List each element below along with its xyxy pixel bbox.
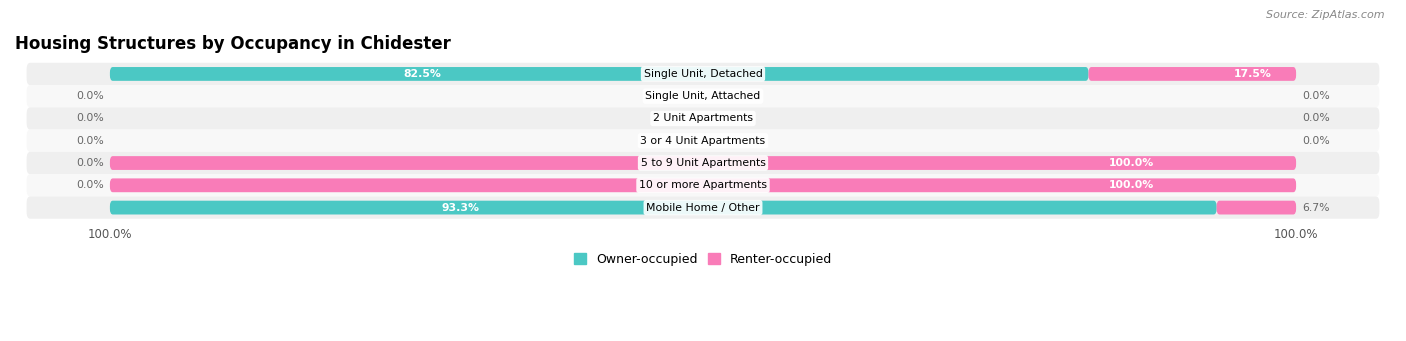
Text: 0.0%: 0.0% <box>76 91 104 101</box>
Text: 82.5%: 82.5% <box>404 69 441 79</box>
Text: 17.5%: 17.5% <box>1233 69 1271 79</box>
Text: Housing Structures by Occupancy in Chidester: Housing Structures by Occupancy in Chide… <box>15 35 451 54</box>
Text: 5 to 9 Unit Apartments: 5 to 9 Unit Apartments <box>641 158 765 168</box>
FancyBboxPatch shape <box>27 107 1379 130</box>
Text: Source: ZipAtlas.com: Source: ZipAtlas.com <box>1267 10 1385 20</box>
FancyBboxPatch shape <box>27 130 1379 152</box>
FancyBboxPatch shape <box>110 67 1088 81</box>
FancyBboxPatch shape <box>110 178 1296 192</box>
FancyBboxPatch shape <box>1216 201 1296 214</box>
Text: Single Unit, Detached: Single Unit, Detached <box>644 69 762 79</box>
Text: 0.0%: 0.0% <box>1302 91 1330 101</box>
Text: 0.0%: 0.0% <box>1302 114 1330 123</box>
Text: 0.0%: 0.0% <box>76 136 104 146</box>
Text: 0.0%: 0.0% <box>76 114 104 123</box>
FancyBboxPatch shape <box>110 156 1296 170</box>
Text: 3 or 4 Unit Apartments: 3 or 4 Unit Apartments <box>641 136 765 146</box>
FancyBboxPatch shape <box>27 152 1379 174</box>
Text: 6.7%: 6.7% <box>1302 203 1330 212</box>
Legend: Owner-occupied, Renter-occupied: Owner-occupied, Renter-occupied <box>574 253 832 266</box>
FancyBboxPatch shape <box>1088 67 1296 81</box>
Text: 2 Unit Apartments: 2 Unit Apartments <box>652 114 754 123</box>
FancyBboxPatch shape <box>27 63 1379 85</box>
Text: 100.0%: 100.0% <box>1108 180 1154 190</box>
Text: 0.0%: 0.0% <box>76 158 104 168</box>
Text: 0.0%: 0.0% <box>1302 136 1330 146</box>
FancyBboxPatch shape <box>27 174 1379 196</box>
Text: 10 or more Apartments: 10 or more Apartments <box>638 180 768 190</box>
Text: 100.0%: 100.0% <box>1108 158 1154 168</box>
Text: 93.3%: 93.3% <box>441 203 479 212</box>
Text: Single Unit, Attached: Single Unit, Attached <box>645 91 761 101</box>
Text: 0.0%: 0.0% <box>76 180 104 190</box>
FancyBboxPatch shape <box>27 85 1379 107</box>
Text: Mobile Home / Other: Mobile Home / Other <box>647 203 759 212</box>
FancyBboxPatch shape <box>27 196 1379 219</box>
FancyBboxPatch shape <box>110 201 1216 214</box>
